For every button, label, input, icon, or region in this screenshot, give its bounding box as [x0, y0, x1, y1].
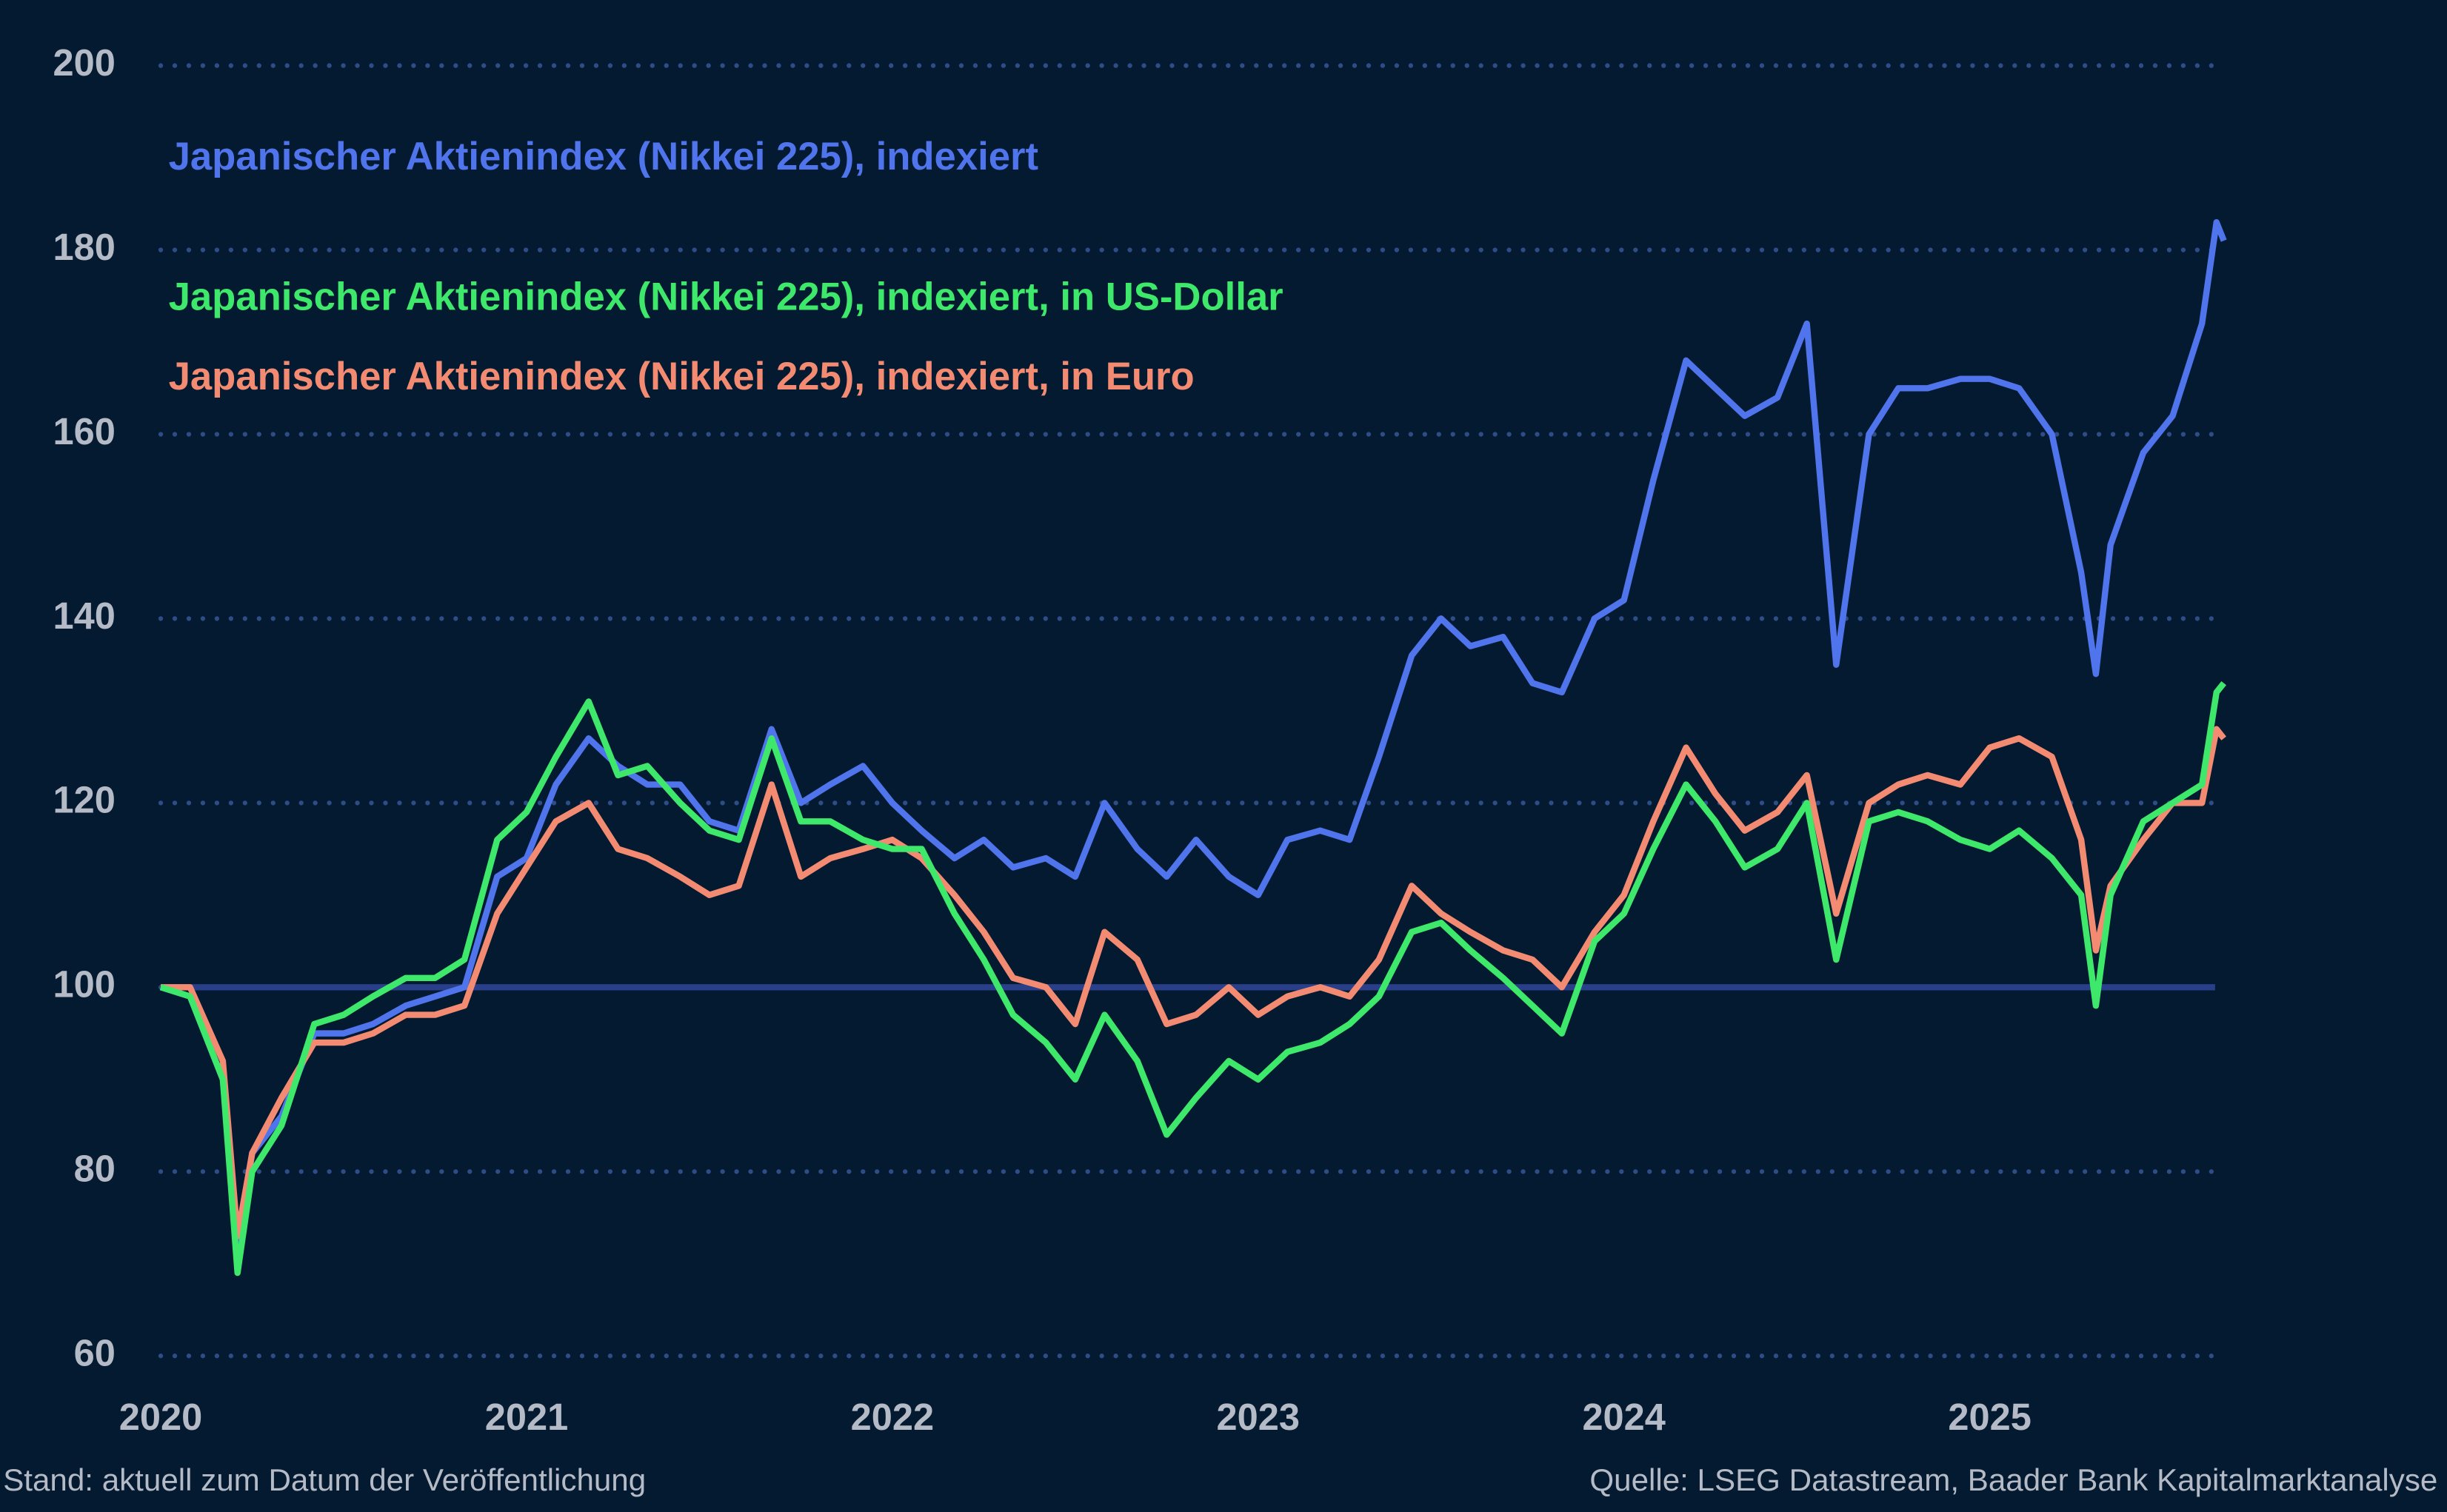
- x-tick-label: 2025: [1948, 1396, 2031, 1438]
- x-tick-label: 2020: [119, 1396, 202, 1438]
- y-tick-label: 60: [74, 1332, 116, 1374]
- y-tick-label: 140: [53, 595, 116, 637]
- y-tick-label: 100: [53, 963, 116, 1006]
- footnote: Stand: aktuell zum Datum der Veröffentli…: [3, 1462, 646, 1497]
- y-tick-label: 200: [53, 41, 116, 84]
- legend-entry: Japanischer Aktienindex (Nikkei 225), in…: [169, 135, 1039, 178]
- y-tick-label: 180: [53, 226, 116, 268]
- y-tick-label: 160: [53, 410, 116, 452]
- source: Quelle: LSEG Datastream, Baader Bank Kap…: [1589, 1462, 2437, 1497]
- legend-entry: Japanischer Aktienindex (Nikkei 225), in…: [169, 355, 1195, 398]
- series-line: [161, 726, 2226, 1240]
- y-tick-label: 80: [74, 1148, 116, 1190]
- x-tick-label: 2022: [851, 1396, 934, 1438]
- series-line: [159, 218, 2227, 1249]
- y-tick-label: 120: [53, 779, 116, 821]
- x-tick-label: 2023: [1217, 1396, 1300, 1438]
- x-tick-label: 2024: [1582, 1396, 1665, 1438]
- x-tick-label: 2021: [485, 1396, 568, 1438]
- series-line: [159, 680, 2226, 1277]
- legend-entry: Japanischer Aktienindex (Nikkei 225), in…: [169, 275, 1283, 319]
